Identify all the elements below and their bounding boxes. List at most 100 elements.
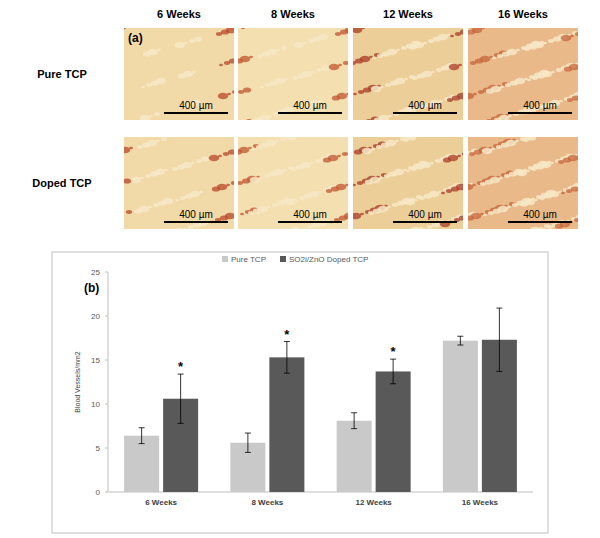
tissue-cell [486, 119, 492, 120]
scale-bar [508, 221, 572, 223]
tissue-cell [134, 208, 142, 213]
histology-image [353, 28, 463, 120]
tissue-cell [409, 44, 417, 49]
tissue-cell [272, 203, 278, 207]
tissue-cell [294, 42, 305, 49]
tissue-cell [219, 64, 223, 66]
tissue-cell [175, 42, 186, 49]
tissue-cell [494, 117, 502, 120]
tissue-cell [575, 32, 578, 36]
tissue-cell [280, 137, 286, 141]
legend: Pure TCPSO2i/ZnO Doped TCP [222, 255, 368, 264]
tissue-cell [408, 137, 416, 141]
tissue-cell [326, 189, 332, 193]
tissue-cell [216, 32, 222, 36]
tissue-cell [246, 119, 252, 120]
tissue-cell [424, 193, 432, 198]
scale-bar-label: 400 µm [293, 100, 327, 111]
error-bar [351, 413, 357, 429]
tissue-cell [261, 142, 269, 147]
tissue-cell [403, 138, 409, 142]
tissue-cell [312, 222, 320, 227]
tissue-cell [462, 152, 463, 156]
tissue-background [124, 28, 234, 120]
tissue-cell [405, 199, 416, 206]
tissue-cell [366, 119, 372, 120]
tissue-cell [531, 167, 537, 171]
tissue-cell [126, 210, 132, 214]
tissue-cell [353, 93, 357, 95]
tissue-cell [556, 68, 562, 72]
tissue-cell [353, 61, 356, 65]
tissue-cell [302, 228, 306, 229]
tissue-cell [355, 58, 363, 63]
tissue-cell [308, 39, 314, 43]
tissue-cell [443, 157, 451, 162]
tissue-cell [264, 174, 270, 178]
tissue-cell [451, 186, 459, 191]
tissue-cell [520, 201, 528, 206]
scale-bar-label: 400 µm [408, 209, 442, 220]
tissue-cell [188, 225, 194, 229]
panel-label: (b) [84, 281, 99, 295]
tissue-cell [251, 148, 255, 150]
tissue-cell [150, 171, 158, 176]
tissue-cell [177, 164, 185, 169]
tissue-cell [558, 160, 564, 164]
error-bar [496, 308, 502, 371]
tissue-cell [528, 137, 536, 141]
x-tick-label: 16 Weeks [462, 498, 499, 507]
tissue-cell [285, 199, 296, 206]
tissue-cell [218, 93, 229, 100]
x-tick-label: 12 Weeks [355, 498, 392, 507]
tissue-cell [329, 64, 340, 71]
tissue-cell [172, 167, 178, 171]
panel-a: 6 Weeks8 Weeks12 Weeks16 WeeksPure TCPDo… [32, 8, 584, 234]
tissue-cell [371, 86, 382, 93]
tissue-cell [354, 149, 362, 154]
tissue-cell [529, 44, 537, 49]
tissue-cell [544, 193, 552, 198]
tissue-cell [384, 174, 390, 178]
tissue-cell [455, 32, 461, 36]
tissue-cell [566, 189, 572, 193]
tissue-cell [178, 73, 186, 78]
scale-bar-label: 400 µm [293, 209, 327, 220]
tissue-cell [419, 196, 425, 200]
significance-marker: * [178, 359, 184, 374]
bar [269, 357, 304, 492]
tissue-cell [376, 145, 382, 149]
tissue-cell [374, 117, 382, 120]
tissue-cell [331, 186, 339, 191]
tissue-cell [265, 83, 271, 87]
tissue-cell [563, 157, 571, 162]
tissue-cell [548, 39, 554, 43]
tissue-cell [483, 214, 487, 216]
tissue-cell [224, 61, 230, 65]
tissue-cell [377, 54, 383, 58]
tissue-cell [435, 159, 441, 163]
tissue-cell [363, 87, 371, 92]
significance-marker: * [391, 344, 397, 359]
tissue-cell [406, 170, 410, 172]
tissue-cell [260, 86, 264, 88]
scale-bar [164, 221, 228, 223]
tissue-background [238, 28, 348, 120]
tissue-cell [470, 61, 476, 65]
tissue-cell [441, 65, 449, 70]
histology-image [238, 137, 348, 229]
tissue-cell [221, 29, 229, 34]
tissue-cell [257, 54, 263, 58]
tissue-cell [512, 203, 518, 207]
scale-bar-label: 400 µm [179, 209, 213, 220]
tissue-cell [449, 64, 460, 71]
tissue-cell [292, 76, 298, 80]
histology-image [468, 137, 578, 229]
y-tick [105, 492, 108, 493]
legend-swatch [280, 256, 286, 262]
tissue-cell [381, 142, 389, 147]
tissue-cell [238, 149, 242, 154]
tissue-cell [389, 171, 397, 176]
tissue-cell [564, 66, 572, 71]
tissue-cell [452, 95, 460, 100]
